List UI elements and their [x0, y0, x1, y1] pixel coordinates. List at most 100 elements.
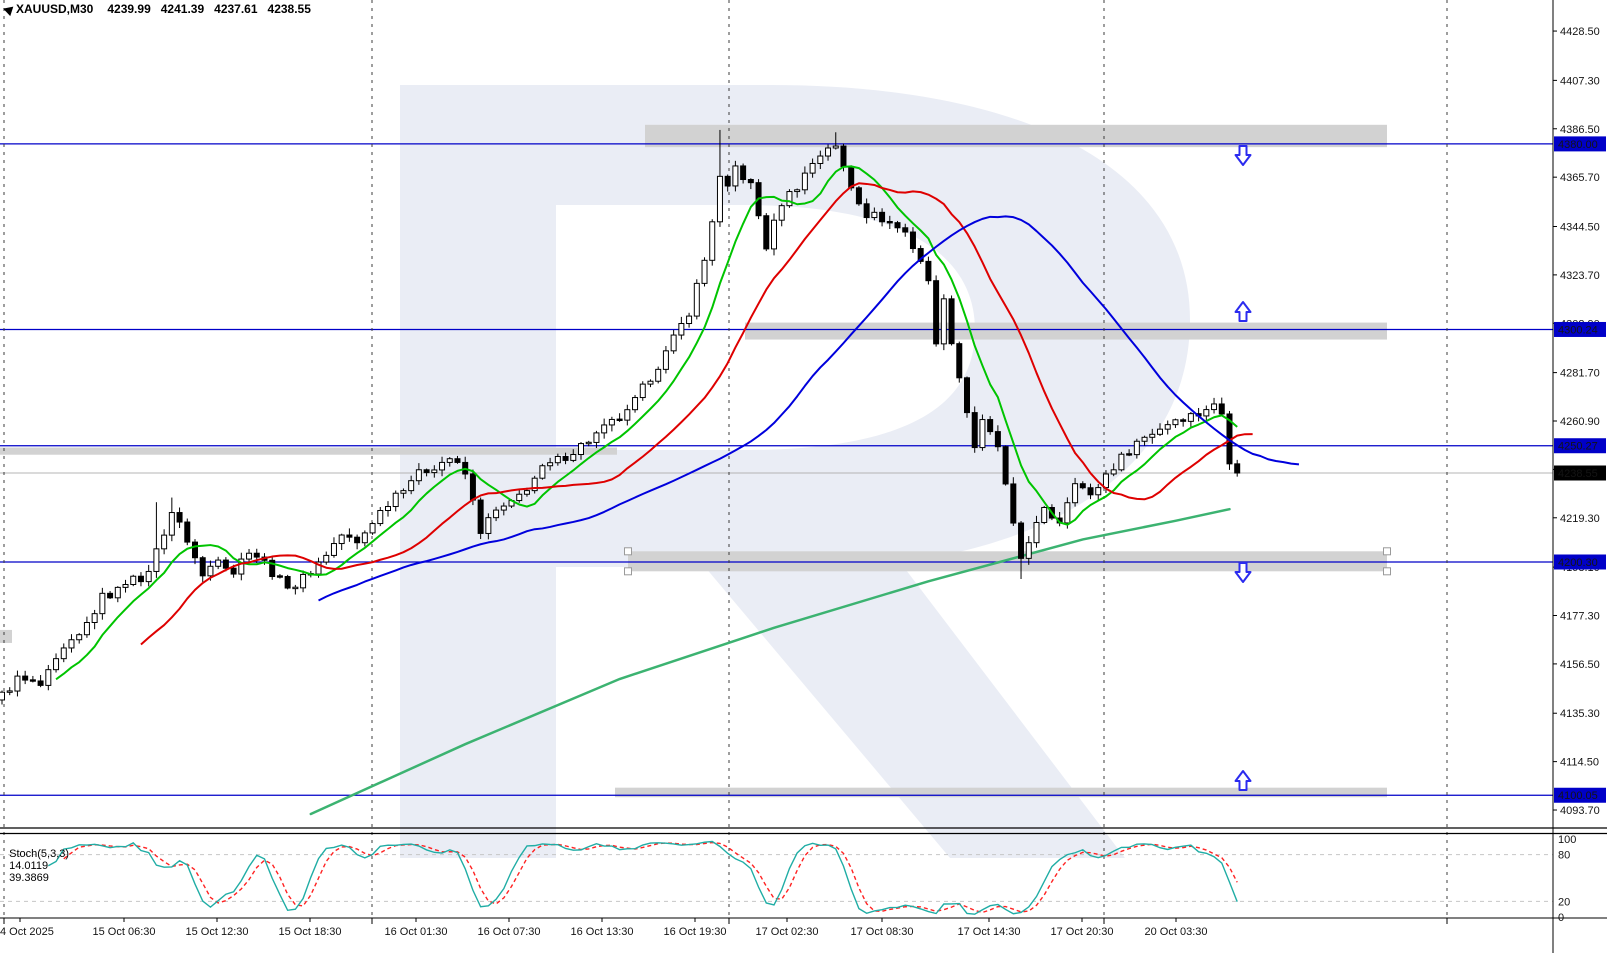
supply-demand-zones[interactable]: [0, 124, 1387, 798]
candle-bullish: [14, 675, 21, 692]
zone-handles[interactable]: [624, 547, 1391, 576]
candle-bullish: [6, 690, 13, 693]
candle-bearish: [933, 280, 940, 345]
zone-rect[interactable]: [645, 124, 1387, 148]
candle-bullish: [246, 552, 253, 560]
candle-bullish: [1110, 469, 1117, 475]
candle-bullish: [670, 334, 677, 352]
candle-bearish: [477, 499, 484, 534]
candle-bearish: [948, 298, 955, 345]
candle-bullish: [1141, 436, 1148, 442]
candle-bullish: [415, 469, 422, 482]
candle-bearish: [994, 431, 1001, 448]
price-tick-label: 4260.90: [1560, 416, 1600, 428]
ohlc-low: 4237.61: [214, 2, 258, 16]
time-tick-label: 17 Oct 14:30: [958, 926, 1021, 938]
candle-bearish: [1234, 463, 1241, 474]
arrow-down-icon[interactable]: [1234, 562, 1252, 583]
candle-bearish: [253, 552, 260, 558]
candle-bullish: [647, 380, 654, 385]
candle-bullish: [1203, 409, 1210, 417]
zone-resize-handle[interactable]: [624, 547, 632, 556]
price-badge-label: 4380.00: [1558, 139, 1598, 151]
trend-arrows[interactable]: [1234, 145, 1252, 791]
candle-bullish: [794, 189, 801, 193]
candle-bullish: [1172, 419, 1179, 426]
price-tick-label: 4323.70: [1560, 270, 1600, 282]
candle-bullish: [153, 548, 160, 572]
candle-bullish: [678, 323, 685, 336]
candle-bullish: [786, 191, 793, 207]
zone-resize-handle[interactable]: [1383, 567, 1391, 576]
candle-bearish: [747, 179, 754, 184]
candle-bearish: [276, 575, 283, 578]
candle-bearish: [230, 567, 237, 575]
candle-bullish: [547, 462, 554, 467]
candle-bullish: [809, 162, 816, 174]
candle-bullish: [60, 647, 67, 660]
candle-bullish: [531, 477, 538, 492]
candle-bullish: [523, 490, 530, 495]
day-separators: [3, 0, 1448, 918]
candle-bearish: [192, 541, 198, 559]
ma-fast: [55, 165, 1238, 681]
zone-rect[interactable]: [615, 787, 1387, 798]
current-price-badge: [1554, 465, 1606, 481]
candle-bullish: [207, 565, 214, 577]
candle-bearish: [107, 592, 114, 599]
candle-bullish: [385, 506, 391, 512]
candle-bullish: [161, 534, 168, 550]
time-tick-label: 4 Oct 2025: [0, 926, 54, 938]
candle-bullish: [1157, 428, 1163, 435]
candle-bullish: [338, 534, 345, 545]
candle-bearish: [346, 534, 353, 538]
watermark-letter: [400, 85, 1190, 858]
ohlc-open: 4239.99: [107, 2, 151, 16]
time-axis[interactable]: 4 Oct 2025 15 Oct 06:30 15 Oct 12:30 15 Oct…: [0, 918, 1448, 938]
arrow-up-icon[interactable]: [1234, 301, 1252, 322]
zone-resize-handle[interactable]: [624, 567, 632, 576]
stochastic-name: Stoch(5,3,3): [9, 848, 70, 860]
candle-bearish: [956, 343, 963, 379]
candle-bullish: [0, 691, 5, 701]
candle-bearish: [354, 536, 361, 544]
zone-rect[interactable]: [0, 629, 12, 643]
candle-bearish: [469, 473, 476, 501]
zone-rect[interactable]: [745, 322, 1387, 340]
arrow-down-icon[interactable]: [1234, 145, 1252, 166]
candle-bullish: [716, 175, 723, 223]
candle-bearish: [1079, 483, 1086, 489]
zone-resize-handle[interactable]: [1383, 547, 1391, 556]
zone-rect-selected[interactable]: [628, 551, 1387, 572]
arrow-up-icon[interactable]: [1234, 770, 1252, 791]
price-tick-label: 4219.30: [1560, 513, 1600, 525]
candle-bearish: [971, 412, 978, 449]
price-tick-label: 4093.70: [1560, 805, 1600, 817]
horizontal-levels[interactable]: [0, 143, 1553, 796]
candle-bullish: [215, 559, 222, 567]
time-tick-label: 17 Oct 08:30: [851, 926, 914, 938]
candle-bullish: [539, 465, 546, 479]
candle-bearish: [863, 203, 870, 219]
candle-bullish: [693, 282, 700, 317]
candle-bearish: [1010, 483, 1017, 524]
time-tick-label: 15 Oct 06:30: [93, 926, 156, 938]
candle-bullish: [832, 145, 839, 149]
price-tick-label: 4365.70: [1560, 172, 1600, 184]
candle-bullish: [1187, 413, 1194, 422]
chart-shift-marker-icon: [1, 3, 14, 17]
stochastic-value-k: 14.0119: [9, 860, 49, 872]
candle-bullish: [686, 315, 693, 325]
stoch-axis-label: 100: [1558, 834, 1576, 846]
candle-bullish: [53, 658, 60, 671]
candle-bullish: [330, 543, 337, 556]
candle-bullish: [662, 350, 669, 370]
time-tick-label: 17 Oct 02:30: [756, 926, 819, 938]
symbol-info: XAUUSD,M30 4239.99 4241.39 4237.61 4238.…: [1, 2, 311, 17]
zone-rect[interactable]: [0, 447, 617, 455]
candle-bullish: [1041, 507, 1048, 523]
price-axis[interactable]: 4428.50 4407.30 4386.50 4365.70 4344.50 4323.…: [1553, 26, 1606, 924]
candle-bearish: [886, 221, 893, 224]
candle-bullish: [439, 461, 446, 471]
